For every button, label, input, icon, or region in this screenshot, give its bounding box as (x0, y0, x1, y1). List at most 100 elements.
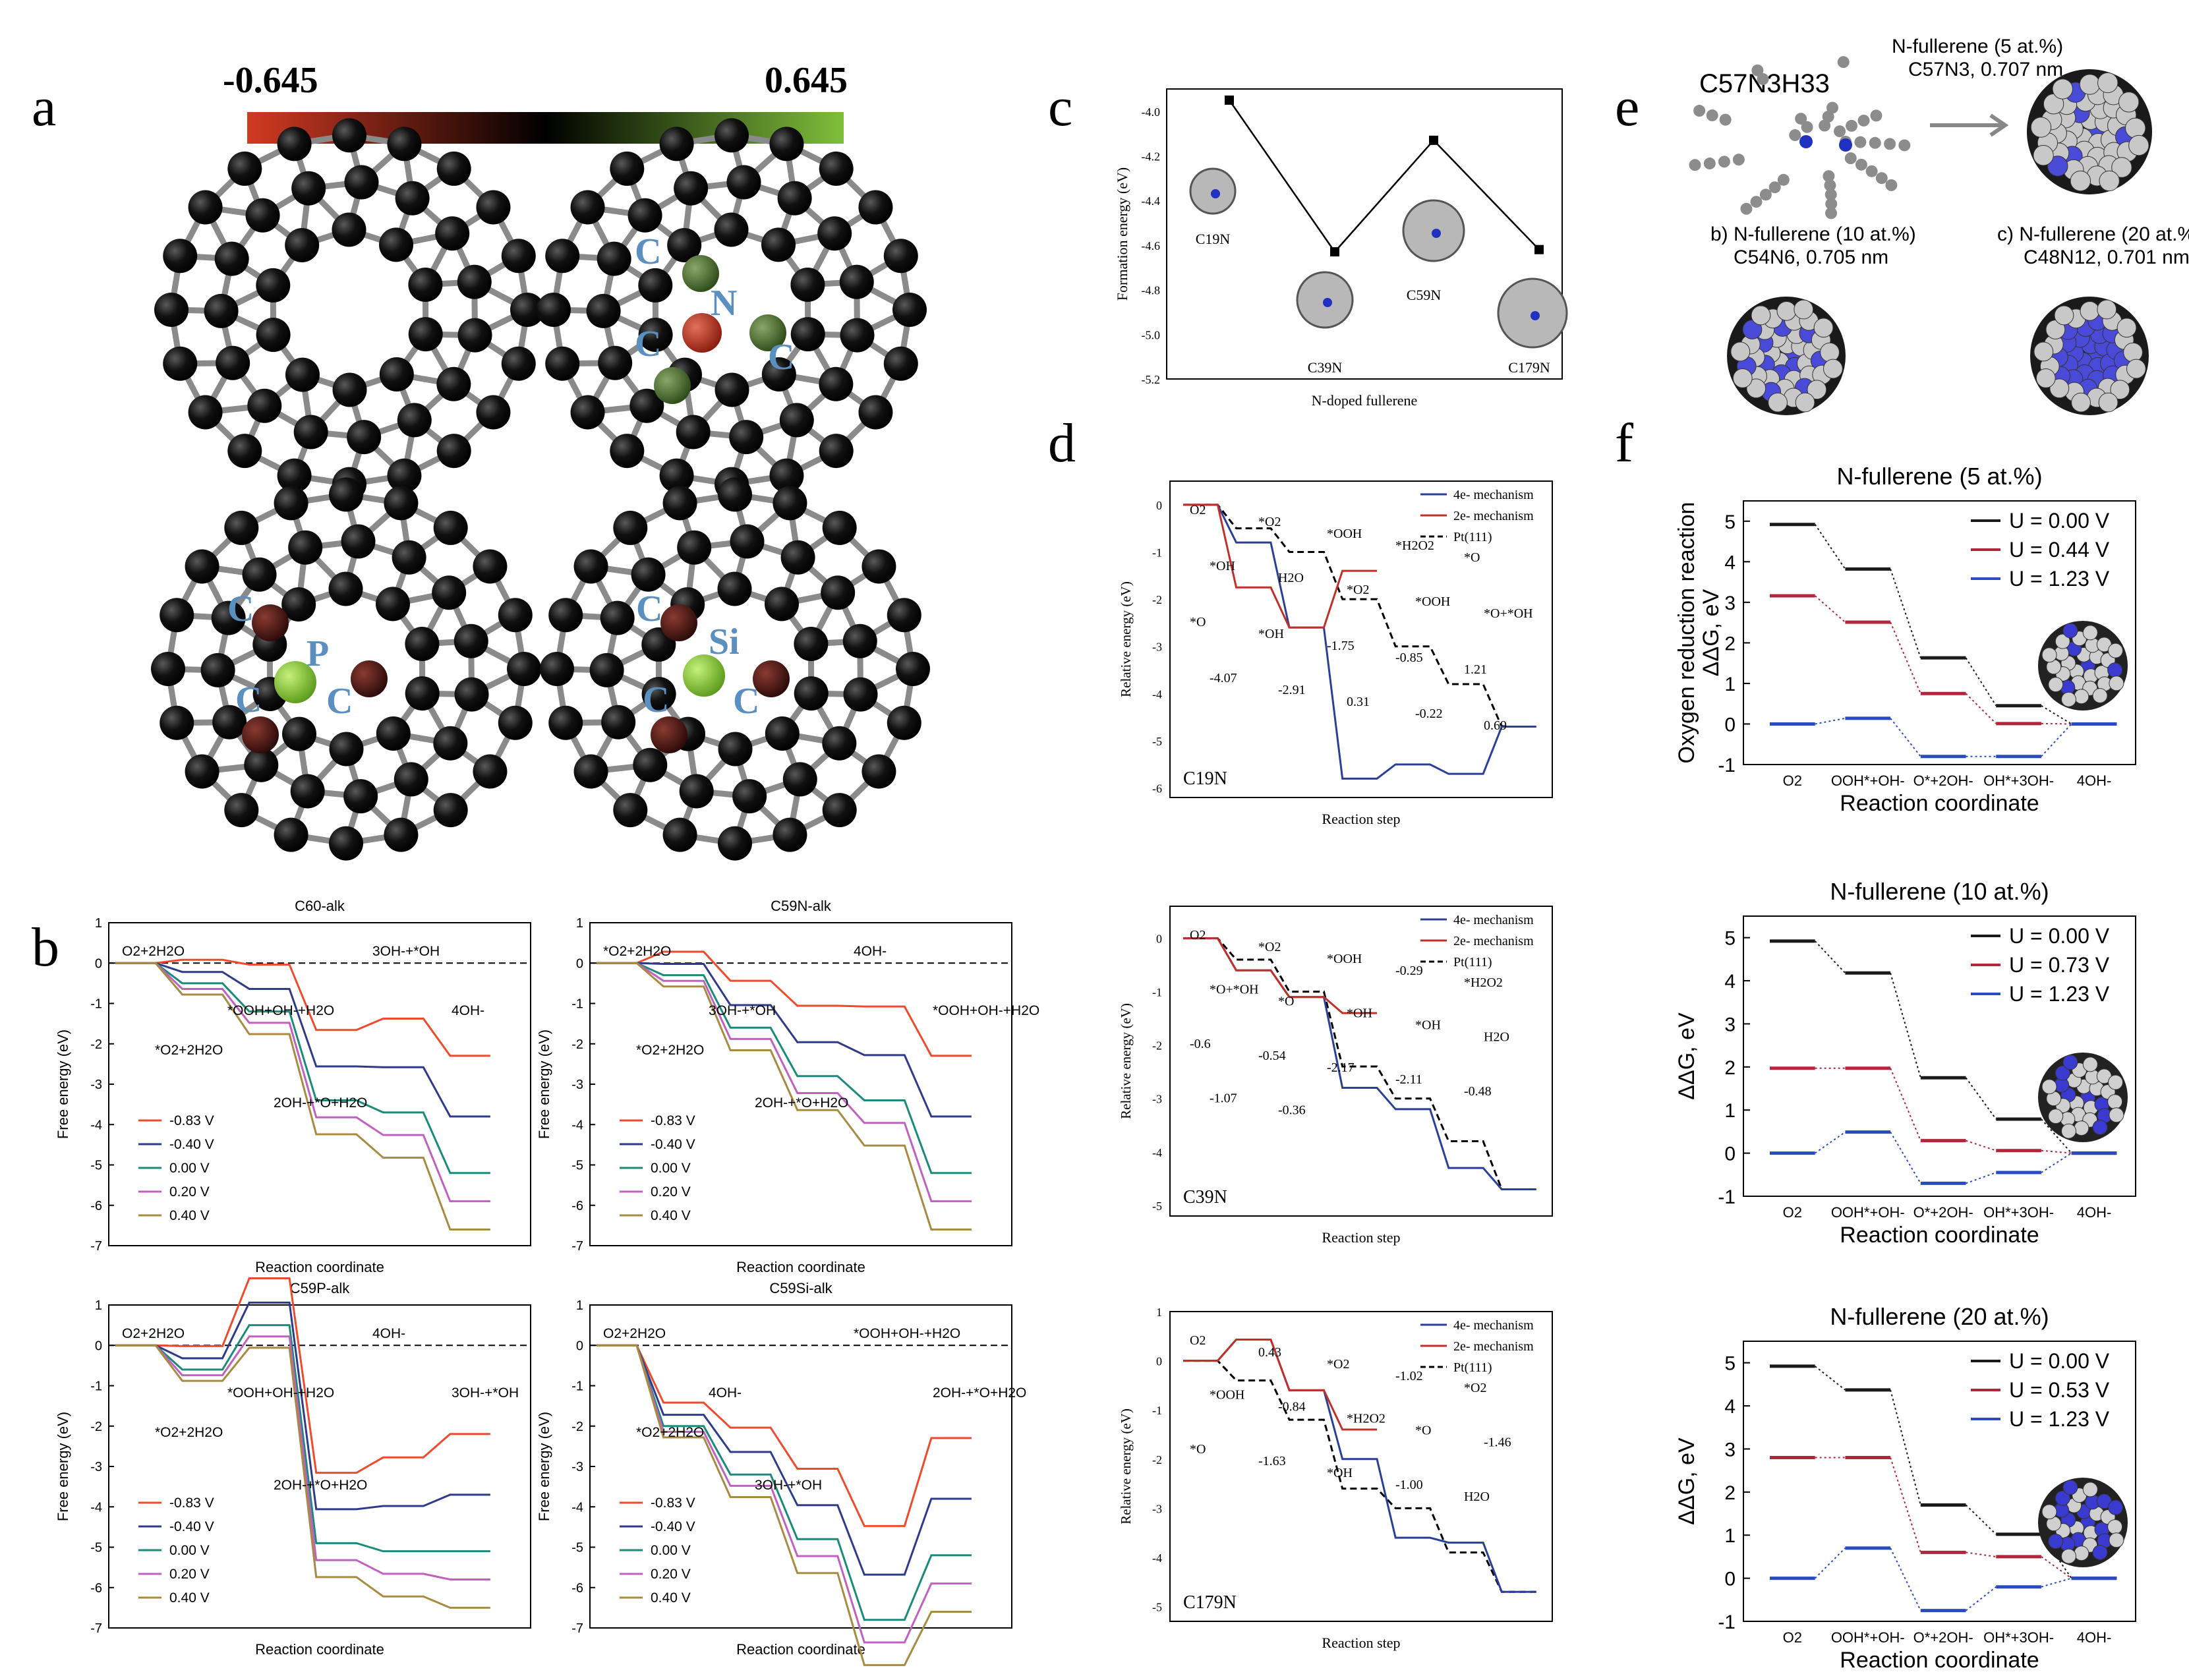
carbon-atom (715, 372, 749, 407)
y-tick-label: -4.2 (1142, 150, 1161, 163)
carbon-atom (394, 762, 428, 797)
carbon-atom (2030, 117, 2052, 138)
fullerene-model (537, 118, 927, 502)
x-tick-label: O*+2OH- (1913, 1204, 1973, 1221)
step-annotation: *H2O2 (1395, 538, 1434, 553)
y-tick-label: -5.2 (1142, 373, 1161, 386)
carbon-atom (277, 127, 312, 161)
carbon-atom (214, 241, 249, 276)
x-tick-label: O2 (1783, 1204, 1802, 1221)
step-annotation: *O2 (1464, 1381, 1486, 1395)
carbon-atom (2123, 342, 2143, 362)
legend-label: -0.40 V (169, 1519, 214, 1534)
atom (2055, 1490, 2070, 1506)
molecule-atom (1789, 129, 1801, 142)
y-tick-label: 5 (1724, 928, 1736, 950)
step-annotation: *H2O2 (1347, 1412, 1386, 1426)
energy-connector (1965, 1504, 1997, 1535)
y-tick-label: -2 (1152, 1039, 1162, 1053)
carbon-atom (501, 239, 536, 274)
step-annotation: H2O (1278, 571, 1304, 585)
atom (2055, 633, 2070, 649)
molecule-atom (1825, 207, 1838, 219)
step-annotation: *O (1278, 995, 1294, 1009)
y-tick-label: 0 (1156, 499, 1162, 512)
carbon-atom (2071, 392, 2091, 413)
carbon-atom (433, 726, 468, 761)
x-tick-label: OOH*+OH- (1831, 772, 1905, 789)
y-tick-label: 0 (95, 1339, 102, 1353)
y-tick-label: -5 (1152, 1601, 1162, 1614)
carbon-atom (883, 346, 918, 381)
energy-connector (1966, 1172, 1997, 1184)
nitrogen-atom (1432, 229, 1441, 238)
legend-label: Pt(111) (1453, 1360, 1492, 1375)
energy-connector (1890, 1132, 1921, 1184)
x-tick-label: O2 (1783, 772, 1802, 789)
y-tick-label: -4 (571, 1500, 583, 1515)
x-tick-label: OH*+3OH- (1983, 772, 2054, 789)
energy-connector (1965, 1586, 1997, 1611)
carbon-atom (1730, 341, 1751, 362)
atom (2055, 1065, 2070, 1081)
carbon-atom (600, 600, 635, 635)
carbon-atom (892, 293, 927, 327)
carbon-atom (435, 216, 470, 251)
legend-label: -0.40 V (169, 1137, 214, 1152)
step-annotation: -2.17 (1327, 1060, 1355, 1075)
molecule-atom (1689, 159, 1701, 171)
carbon-atom (2033, 341, 2054, 362)
step-annotation: *O (1464, 550, 1480, 565)
dopant-n-label: N (711, 283, 737, 324)
carbon-atom (347, 420, 382, 455)
carbon-atom (540, 652, 574, 686)
carbon-atom (188, 395, 223, 430)
carbon-atom (1820, 342, 1840, 362)
carbon-atom (717, 571, 752, 606)
molecule-atom (1759, 188, 1772, 201)
step-annotation: -0.36 (1278, 1103, 1306, 1118)
carbon-atom (274, 817, 308, 852)
ddg-subplot: N-fullerene (10 at.%) Reaction coordinate… (1674, 878, 2136, 1248)
y-tick-label: 4 (1724, 971, 1736, 993)
carbon-atom (498, 598, 533, 633)
energy-connector (1890, 973, 1921, 1078)
y-tick-label: -4 (90, 1500, 102, 1515)
y-axis-label: Relative energy (eV) (1118, 1003, 1134, 1119)
y-tick-label: -3 (1152, 641, 1162, 654)
y-tick-label: 1 (1724, 1525, 1736, 1547)
dopant-c-label: C (643, 680, 669, 720)
carbon-atom (629, 388, 664, 423)
carbon-atom (433, 510, 468, 545)
carbon-atom (224, 510, 259, 545)
carbon-atom (610, 151, 645, 186)
legend-label: 2e- mechanism (1453, 509, 1534, 523)
carbon-atom (256, 318, 291, 353)
energy-series-line (115, 962, 490, 1118)
fullerene-sphere (2030, 297, 2149, 415)
carbon-atom (2033, 145, 2054, 166)
y-tick-label: 0 (1724, 1144, 1736, 1165)
catalyst-label: C39N (1183, 1187, 1227, 1207)
energy-series-line (597, 962, 972, 1174)
carbon-atom (589, 652, 624, 687)
legend-label: 0.20 V (169, 1184, 210, 1200)
carbon-atom (436, 366, 471, 401)
energy-connector (1814, 1548, 1846, 1579)
carbon-atom (628, 198, 662, 233)
reaction-label: *OOH+OH-+H2O (854, 1326, 960, 1341)
carbon-atom (2070, 170, 2091, 192)
doped-carbon-atom (682, 255, 719, 292)
nitrogen-atom (1799, 135, 1813, 148)
y-tick-label: -5 (90, 1159, 102, 1173)
atom (2107, 662, 2123, 678)
carbon-atom (384, 486, 419, 521)
dopant-c-label: C (733, 681, 759, 722)
reaction-label: O2+2H2O (603, 1326, 666, 1341)
energy-connector (2041, 1149, 2072, 1154)
reaction-label: 3OH-+*OH (452, 1385, 519, 1401)
free-energy-subplot: C59P-alk Reaction coordinate Free energy (… (55, 1277, 531, 1658)
reaction-label: 4OH- (452, 1003, 484, 1018)
carbon-atom (674, 171, 709, 206)
legend-label: 0.20 V (651, 1184, 691, 1200)
